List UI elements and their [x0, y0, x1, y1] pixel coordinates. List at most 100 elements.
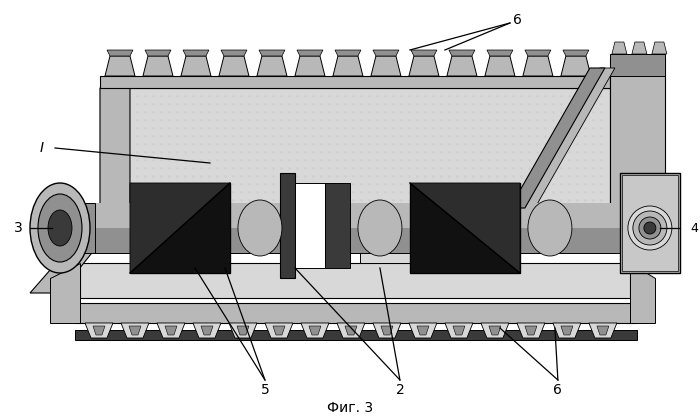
Polygon shape: [525, 326, 537, 335]
Polygon shape: [489, 326, 501, 335]
Polygon shape: [520, 68, 615, 208]
Bar: [610, 58, 665, 213]
Bar: [280, 173, 295, 278]
Polygon shape: [221, 50, 247, 56]
Ellipse shape: [48, 210, 72, 246]
Polygon shape: [273, 326, 285, 335]
Polygon shape: [410, 183, 520, 273]
Polygon shape: [510, 68, 605, 208]
Polygon shape: [371, 56, 401, 76]
Polygon shape: [100, 80, 130, 213]
Polygon shape: [121, 323, 149, 338]
Polygon shape: [165, 326, 177, 335]
Polygon shape: [259, 50, 285, 56]
Polygon shape: [265, 323, 293, 338]
Bar: [75, 303, 635, 323]
Polygon shape: [410, 183, 520, 273]
Polygon shape: [309, 326, 321, 335]
Polygon shape: [297, 50, 323, 56]
Polygon shape: [333, 56, 363, 76]
Text: Фиг. 3: Фиг. 3: [327, 401, 373, 415]
Polygon shape: [50, 263, 80, 323]
Ellipse shape: [30, 183, 90, 273]
Bar: [100, 76, 610, 88]
Bar: [60, 203, 95, 253]
Bar: [130, 183, 230, 273]
Text: 4: 4: [690, 222, 698, 234]
Polygon shape: [417, 326, 429, 335]
Polygon shape: [447, 56, 477, 76]
Polygon shape: [487, 50, 513, 56]
Bar: [295, 183, 325, 268]
Text: 6: 6: [554, 383, 562, 397]
Polygon shape: [597, 326, 609, 335]
Bar: [325, 183, 350, 268]
Polygon shape: [130, 183, 230, 273]
Polygon shape: [85, 323, 113, 338]
Polygon shape: [485, 56, 515, 76]
Polygon shape: [130, 183, 230, 273]
Ellipse shape: [644, 222, 656, 234]
Polygon shape: [219, 56, 249, 76]
Polygon shape: [181, 56, 211, 76]
Bar: [130, 243, 215, 263]
Bar: [75, 330, 637, 340]
Polygon shape: [523, 56, 553, 76]
Polygon shape: [157, 323, 185, 338]
Polygon shape: [445, 323, 473, 338]
Polygon shape: [93, 326, 105, 335]
Text: 6: 6: [514, 13, 522, 27]
Polygon shape: [561, 326, 573, 335]
Polygon shape: [525, 50, 551, 56]
Bar: [622, 175, 678, 271]
Polygon shape: [129, 326, 141, 335]
Polygon shape: [630, 263, 655, 323]
Polygon shape: [449, 50, 475, 56]
Ellipse shape: [639, 217, 661, 239]
Ellipse shape: [628, 206, 672, 250]
Polygon shape: [345, 326, 357, 335]
Bar: [410, 183, 520, 273]
Polygon shape: [201, 326, 213, 335]
Polygon shape: [373, 323, 401, 338]
Polygon shape: [229, 323, 257, 338]
Polygon shape: [183, 50, 209, 56]
Polygon shape: [409, 323, 437, 338]
Text: 3: 3: [13, 221, 22, 235]
Text: I: I: [40, 141, 44, 155]
Polygon shape: [193, 323, 221, 338]
Polygon shape: [145, 50, 171, 56]
Ellipse shape: [528, 200, 572, 256]
Polygon shape: [30, 205, 130, 293]
Ellipse shape: [633, 211, 667, 245]
Polygon shape: [612, 42, 627, 54]
Polygon shape: [481, 323, 509, 338]
Polygon shape: [409, 56, 439, 76]
Bar: [80, 203, 640, 253]
Polygon shape: [589, 323, 617, 338]
Polygon shape: [107, 50, 133, 56]
Polygon shape: [561, 56, 591, 76]
Ellipse shape: [358, 200, 402, 256]
Polygon shape: [337, 323, 365, 338]
Polygon shape: [335, 50, 361, 56]
Bar: [80, 203, 640, 228]
Polygon shape: [632, 42, 647, 54]
Polygon shape: [411, 50, 437, 56]
Bar: [100, 88, 610, 213]
Polygon shape: [301, 323, 329, 338]
Polygon shape: [143, 56, 173, 76]
Polygon shape: [553, 323, 581, 338]
Polygon shape: [652, 42, 667, 54]
Bar: [360, 243, 445, 263]
Ellipse shape: [238, 200, 282, 256]
Polygon shape: [257, 56, 287, 76]
Bar: [610, 54, 665, 76]
Polygon shape: [295, 56, 325, 76]
Polygon shape: [563, 50, 589, 56]
Polygon shape: [373, 50, 399, 56]
Bar: [80, 263, 630, 298]
Polygon shape: [453, 326, 465, 335]
Polygon shape: [517, 323, 545, 338]
Ellipse shape: [38, 194, 82, 262]
